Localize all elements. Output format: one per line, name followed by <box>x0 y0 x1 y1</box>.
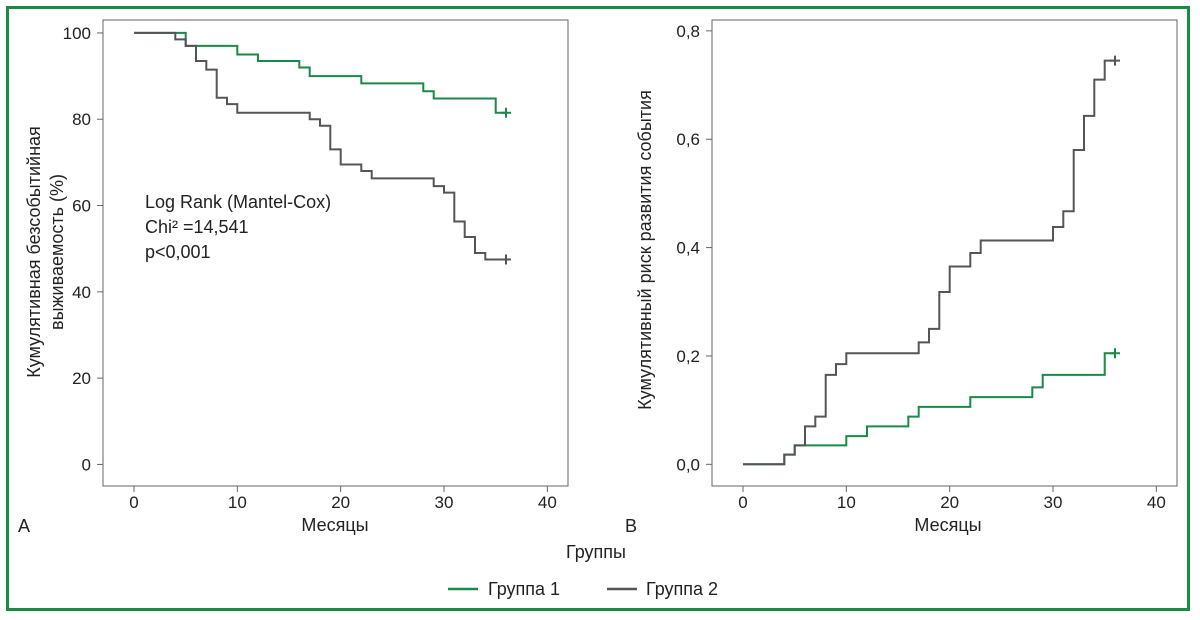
panel-a-y-tick-label: 60 <box>72 197 91 216</box>
panel-b-series-1-line <box>743 352 1115 466</box>
panel-a-y-axis-label-line2: выживаемость (%) <box>47 174 67 330</box>
legend: Группы Группа 1 Группа 2 <box>448 542 718 599</box>
panel-a-series-1-line <box>134 31 506 114</box>
panel-b-x-tick-label: 0 <box>738 493 747 512</box>
panel-b-y-tick-label: 0,6 <box>676 130 700 149</box>
annotation-test-name: Log Rank (Mantel-Cox) <box>145 192 331 212</box>
panel-a-series-2-line <box>134 31 506 261</box>
panel-a-x-axis-label: Месяцы <box>301 515 368 535</box>
panel-b-x-tick-label: 40 <box>1147 493 1166 512</box>
annotation-chi-square: Chi² =14,541 <box>145 217 249 237</box>
panel-a-annotation: Log Rank (Mantel-Cox) Chi² =14,541 p<0,0… <box>145 192 331 262</box>
panel-b-series-1-censor-mark <box>1110 348 1120 359</box>
panel-b-series-2-censor-mark <box>1110 55 1120 66</box>
panel-b-x-tick-label: 30 <box>1044 493 1063 512</box>
panel-a-y-tick-label: 0 <box>82 455 91 474</box>
panel-b-label: B <box>625 516 637 536</box>
panel-a-label: A <box>18 516 30 536</box>
panel-a-y-tick-label: 40 <box>72 283 91 302</box>
annotation-p-value: p<0,001 <box>145 242 211 262</box>
panel-b-x-axis-label: Месяцы <box>914 515 981 535</box>
panel-b-y-tick-label: 0,8 <box>676 22 700 41</box>
panel-a-y-tick-label: 100 <box>63 24 91 43</box>
panel-b-lines <box>743 55 1120 466</box>
panel-a-x-tick-label: 0 <box>129 493 138 512</box>
panel-a: A Месяцы Кумулятивная безсобытийная выжи… <box>18 19 569 536</box>
panel-b: B Месяцы Кумулятивный риск развития собы… <box>625 19 1178 536</box>
panel-b-x-tick-label: 20 <box>940 493 959 512</box>
legend-title: Группы <box>566 542 626 562</box>
panel-a-series-2-censor-mark <box>501 254 511 265</box>
panel-b-y-tick-label: 0,0 <box>676 455 700 474</box>
panel-b-y-tick-label: 0,2 <box>676 347 700 366</box>
panel-a-x-tick-label: 10 <box>228 493 247 512</box>
panel-a-y-axis-label-line1: Кумулятивная безсобытийная <box>24 126 44 378</box>
legend-label-group-2: Группа 2 <box>646 579 718 599</box>
panel-a-x-tick-label: 30 <box>435 493 454 512</box>
panel-b-series-2-line <box>743 59 1115 466</box>
panel-a-series-1-censor-mark <box>501 107 511 118</box>
panel-a-y-tick-label: 20 <box>72 369 91 388</box>
panel-b-x-tick-label: 10 <box>837 493 856 512</box>
legend-label-group-1: Группа 1 <box>488 579 560 599</box>
panel-a-ticks: 0 10 20 30 40 0 20 40 60 80 100 <box>63 24 557 512</box>
figure-frame <box>6 6 1190 611</box>
panel-a-y-tick-label: 80 <box>72 110 91 129</box>
panel-b-ticks: 0 10 20 30 40 0,0 0,2 0,4 0,6 0,8 <box>676 22 1165 512</box>
panel-a-plot-frame <box>102 19 569 487</box>
panel-a-x-tick-label: 40 <box>538 493 557 512</box>
panel-b-plot-frame <box>711 19 1178 487</box>
panel-a-lines <box>134 31 511 265</box>
panel-b-y-axis-label: Кумулятивный риск развития события <box>635 90 655 410</box>
panel-a-x-tick-label: 20 <box>331 493 350 512</box>
panel-b-y-tick-label: 0,4 <box>676 239 700 258</box>
